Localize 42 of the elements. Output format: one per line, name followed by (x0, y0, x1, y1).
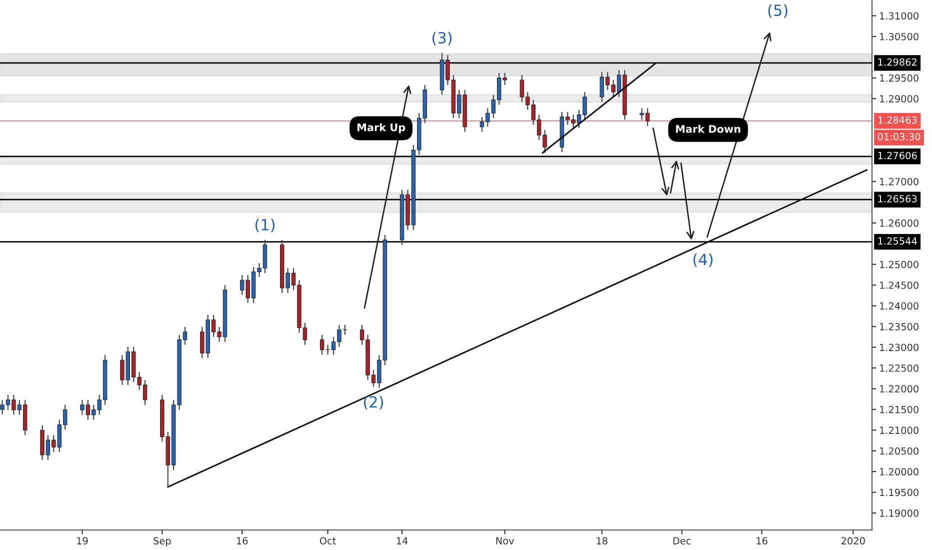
y-tick-label: 1.22000 (880, 385, 919, 393)
y-tick-label: 1.21500 (880, 406, 919, 414)
annotation: Mark Up (358, 123, 406, 134)
x-tick-label: 16 (237, 537, 248, 544)
y-tick-label: 1.21000 (880, 426, 919, 434)
x-tick-label: Dec (673, 537, 691, 544)
x-tick-label: 18 (596, 537, 608, 544)
x-tick-label: 14 (396, 537, 408, 544)
ref-line-label: 1.29862 (878, 58, 916, 66)
annotation: Mark Down (676, 124, 740, 133)
y-tick-label: 1.19500 (880, 488, 919, 496)
x-tick-label: 2020 (841, 537, 865, 544)
y-tick-label: 1.29500 (880, 74, 919, 82)
ref-line-label: 1.27606 (878, 152, 917, 160)
y-tick-label: 1.29000 (880, 95, 919, 102)
y-tick-label: 1.20500 (880, 447, 919, 455)
y-tick-label: 1.30500 (880, 32, 919, 40)
y-tick-label: 1.23500 (880, 323, 919, 330)
y-tick-label: 1.24000 (880, 302, 919, 310)
y-tick-label: 1.25000 (880, 260, 919, 268)
ref-line-label: 1.26563 (878, 195, 917, 202)
y-tick-label: 1.26000 (880, 219, 919, 227)
y-tick-label: 1.20000 (880, 468, 919, 476)
ref-line-label: 1.28463 (878, 116, 917, 124)
annotation: (5) (768, 4, 788, 18)
annotation: (2) (364, 396, 383, 410)
y-tick-label: 1.24500 (880, 282, 919, 289)
annotation: (3) (432, 32, 452, 46)
x-tick-label: Nov (496, 537, 514, 544)
x-tick-label: 19 (77, 537, 88, 544)
ref-line-label: 1.25544 (878, 237, 917, 245)
y-tick-label: 1.27000 (880, 178, 919, 186)
text: 01:03:30 (878, 133, 920, 140)
x-tick-label: 16 (756, 537, 768, 544)
x-tick-label: Sep (154, 537, 171, 546)
annotation: (4) (693, 253, 712, 267)
y-tick-label: 1.22500 (880, 364, 919, 372)
annotation: (1) (255, 218, 274, 232)
y-tick-label: 1.23000 (880, 344, 919, 352)
y-tick-label: 1.31000 (880, 12, 919, 20)
x-tick-label: Oct (320, 537, 336, 544)
y-tick-label: 1.19000 (880, 509, 919, 517)
